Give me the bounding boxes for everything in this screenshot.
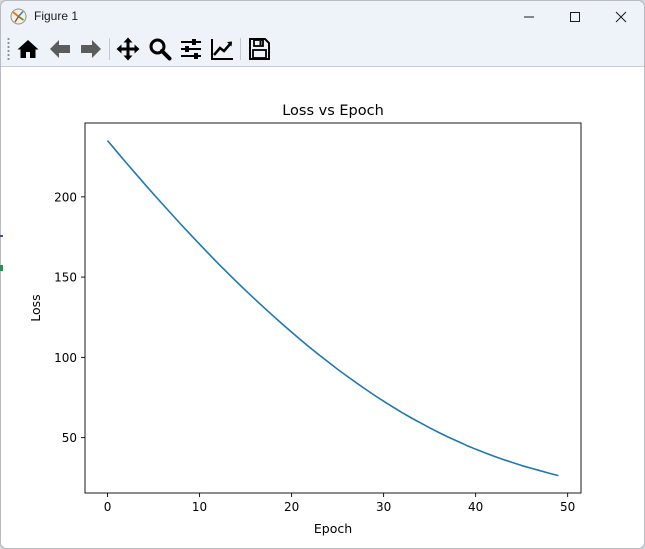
x-tick-label: 40 xyxy=(468,500,483,514)
y-tick-label: 50 xyxy=(62,431,77,445)
subplots-button[interactable] xyxy=(177,35,205,63)
x-axis-label: Epoch xyxy=(314,521,352,536)
back-button[interactable] xyxy=(46,35,74,63)
chart-title: Loss vs Epoch xyxy=(282,103,384,119)
figure-canvas[interactable]: 0 10 20 30 40 50 50 100 150 200 Loss vs Epoch Epoch… xyxy=(1,67,644,548)
magnifier-icon xyxy=(149,38,172,61)
edit-axis-button[interactable] xyxy=(208,35,236,63)
background-window-edge xyxy=(0,235,3,237)
save-button[interactable] xyxy=(245,35,273,63)
sliders-icon xyxy=(181,39,201,59)
maximize-button[interactable] xyxy=(552,1,598,32)
y-axis-label: Loss xyxy=(28,294,43,321)
pan-button[interactable] xyxy=(114,35,142,63)
home-icon xyxy=(17,40,39,58)
arrow-left-icon xyxy=(50,40,70,58)
y-tick-label: 150 xyxy=(54,271,77,285)
x-tick-label: 50 xyxy=(560,500,575,514)
home-button[interactable] xyxy=(14,35,42,63)
title-bar: Figure 1 xyxy=(1,1,644,32)
x-tick-label: 0 xyxy=(104,500,112,514)
x-tick-label: 10 xyxy=(192,500,207,514)
forward-button[interactable] xyxy=(77,35,105,63)
minimize-button[interactable] xyxy=(506,1,552,32)
toolbar-separator xyxy=(109,38,110,60)
move-icon xyxy=(116,37,140,61)
chart-line-icon xyxy=(211,39,233,60)
x-tick-label: 20 xyxy=(284,500,299,514)
y-tick-label: 200 xyxy=(54,190,77,204)
navigation-toolbar xyxy=(1,32,644,67)
maximize-icon xyxy=(570,12,580,22)
matplotlib-icon xyxy=(10,8,27,25)
toolbar-separator xyxy=(240,38,241,60)
loss-series-line xyxy=(106,140,559,477)
x-tick-label: 30 xyxy=(376,500,391,514)
background-window-edge xyxy=(0,265,3,271)
window-title: Figure 1 xyxy=(34,9,79,23)
floppy-disk-icon xyxy=(249,38,270,60)
arrow-right-icon xyxy=(81,40,101,58)
axes-frame xyxy=(84,122,582,494)
toolbar-grip[interactable] xyxy=(7,37,10,61)
close-button[interactable] xyxy=(598,1,644,32)
close-icon xyxy=(615,11,627,23)
minimize-icon xyxy=(524,16,534,18)
line-chart: 0 10 20 30 40 50 50 100 150 200 Loss vs Epoch Epoch… xyxy=(28,103,582,536)
zoom-button[interactable] xyxy=(146,35,174,63)
y-tick-label: 100 xyxy=(54,351,77,365)
